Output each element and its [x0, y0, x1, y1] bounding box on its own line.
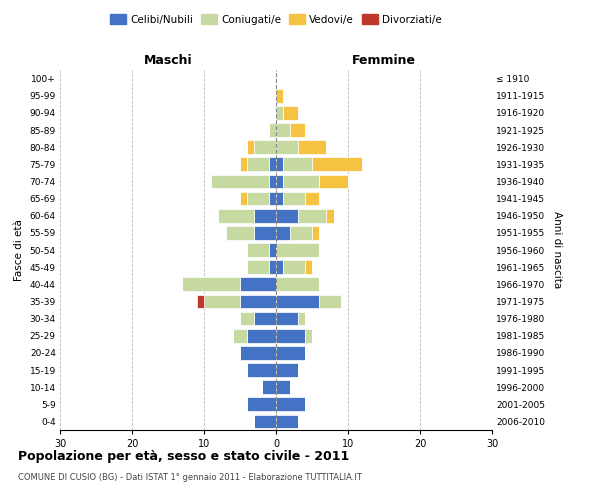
Bar: [254, 226, 276, 239]
Bar: [276, 226, 290, 239]
Bar: [326, 209, 334, 222]
Bar: [240, 346, 276, 360]
Bar: [269, 174, 276, 188]
Bar: [247, 329, 276, 342]
Bar: [276, 260, 283, 274]
Bar: [269, 192, 276, 205]
Y-axis label: Anni di nascita: Anni di nascita: [552, 212, 562, 288]
Bar: [298, 312, 305, 326]
Bar: [197, 294, 204, 308]
Bar: [226, 226, 254, 239]
Bar: [283, 174, 319, 188]
Bar: [283, 106, 298, 120]
Bar: [254, 140, 276, 154]
Bar: [319, 294, 341, 308]
Bar: [276, 158, 283, 171]
Bar: [305, 192, 319, 205]
Y-axis label: Fasce di età: Fasce di età: [14, 219, 24, 281]
Bar: [254, 414, 276, 428]
Bar: [247, 243, 269, 257]
Bar: [283, 192, 305, 205]
Bar: [182, 278, 240, 291]
Text: Maschi: Maschi: [143, 54, 193, 66]
Bar: [240, 192, 247, 205]
Bar: [312, 158, 362, 171]
Bar: [211, 174, 269, 188]
Text: Popolazione per età, sesso e stato civile - 2011: Popolazione per età, sesso e stato civil…: [18, 450, 349, 463]
Bar: [269, 158, 276, 171]
Bar: [283, 158, 312, 171]
Bar: [276, 346, 305, 360]
Bar: [283, 260, 305, 274]
Bar: [254, 209, 276, 222]
Bar: [269, 243, 276, 257]
Bar: [269, 260, 276, 274]
Bar: [276, 192, 283, 205]
Bar: [204, 294, 240, 308]
Bar: [298, 209, 326, 222]
Text: Femmine: Femmine: [352, 54, 416, 66]
Bar: [218, 209, 254, 222]
Bar: [233, 329, 247, 342]
Bar: [247, 260, 269, 274]
Legend: Celibi/Nubili, Coniugati/e, Vedovi/e, Divorziati/e: Celibi/Nubili, Coniugati/e, Vedovi/e, Di…: [106, 10, 446, 29]
Bar: [276, 174, 283, 188]
Bar: [240, 158, 247, 171]
Bar: [276, 329, 305, 342]
Bar: [254, 312, 276, 326]
Bar: [276, 312, 298, 326]
Bar: [305, 260, 312, 274]
Bar: [276, 140, 298, 154]
Bar: [240, 294, 276, 308]
Bar: [269, 123, 276, 137]
Bar: [305, 329, 312, 342]
Bar: [262, 380, 276, 394]
Bar: [298, 140, 326, 154]
Bar: [276, 89, 283, 102]
Bar: [247, 363, 276, 377]
Bar: [276, 123, 290, 137]
Bar: [290, 226, 312, 239]
Bar: [276, 209, 298, 222]
Bar: [247, 398, 276, 411]
Bar: [276, 278, 319, 291]
Bar: [276, 294, 319, 308]
Bar: [240, 312, 254, 326]
Bar: [247, 158, 269, 171]
Text: COMUNE DI CUSIO (BG) - Dati ISTAT 1° gennaio 2011 - Elaborazione TUTTITALIA.IT: COMUNE DI CUSIO (BG) - Dati ISTAT 1° gen…: [18, 472, 362, 482]
Bar: [276, 380, 290, 394]
Bar: [276, 243, 319, 257]
Bar: [290, 123, 305, 137]
Bar: [247, 192, 269, 205]
Bar: [319, 174, 348, 188]
Bar: [276, 398, 305, 411]
Bar: [312, 226, 319, 239]
Bar: [276, 414, 298, 428]
Bar: [276, 363, 298, 377]
Bar: [240, 278, 276, 291]
Bar: [276, 106, 283, 120]
Bar: [247, 140, 254, 154]
